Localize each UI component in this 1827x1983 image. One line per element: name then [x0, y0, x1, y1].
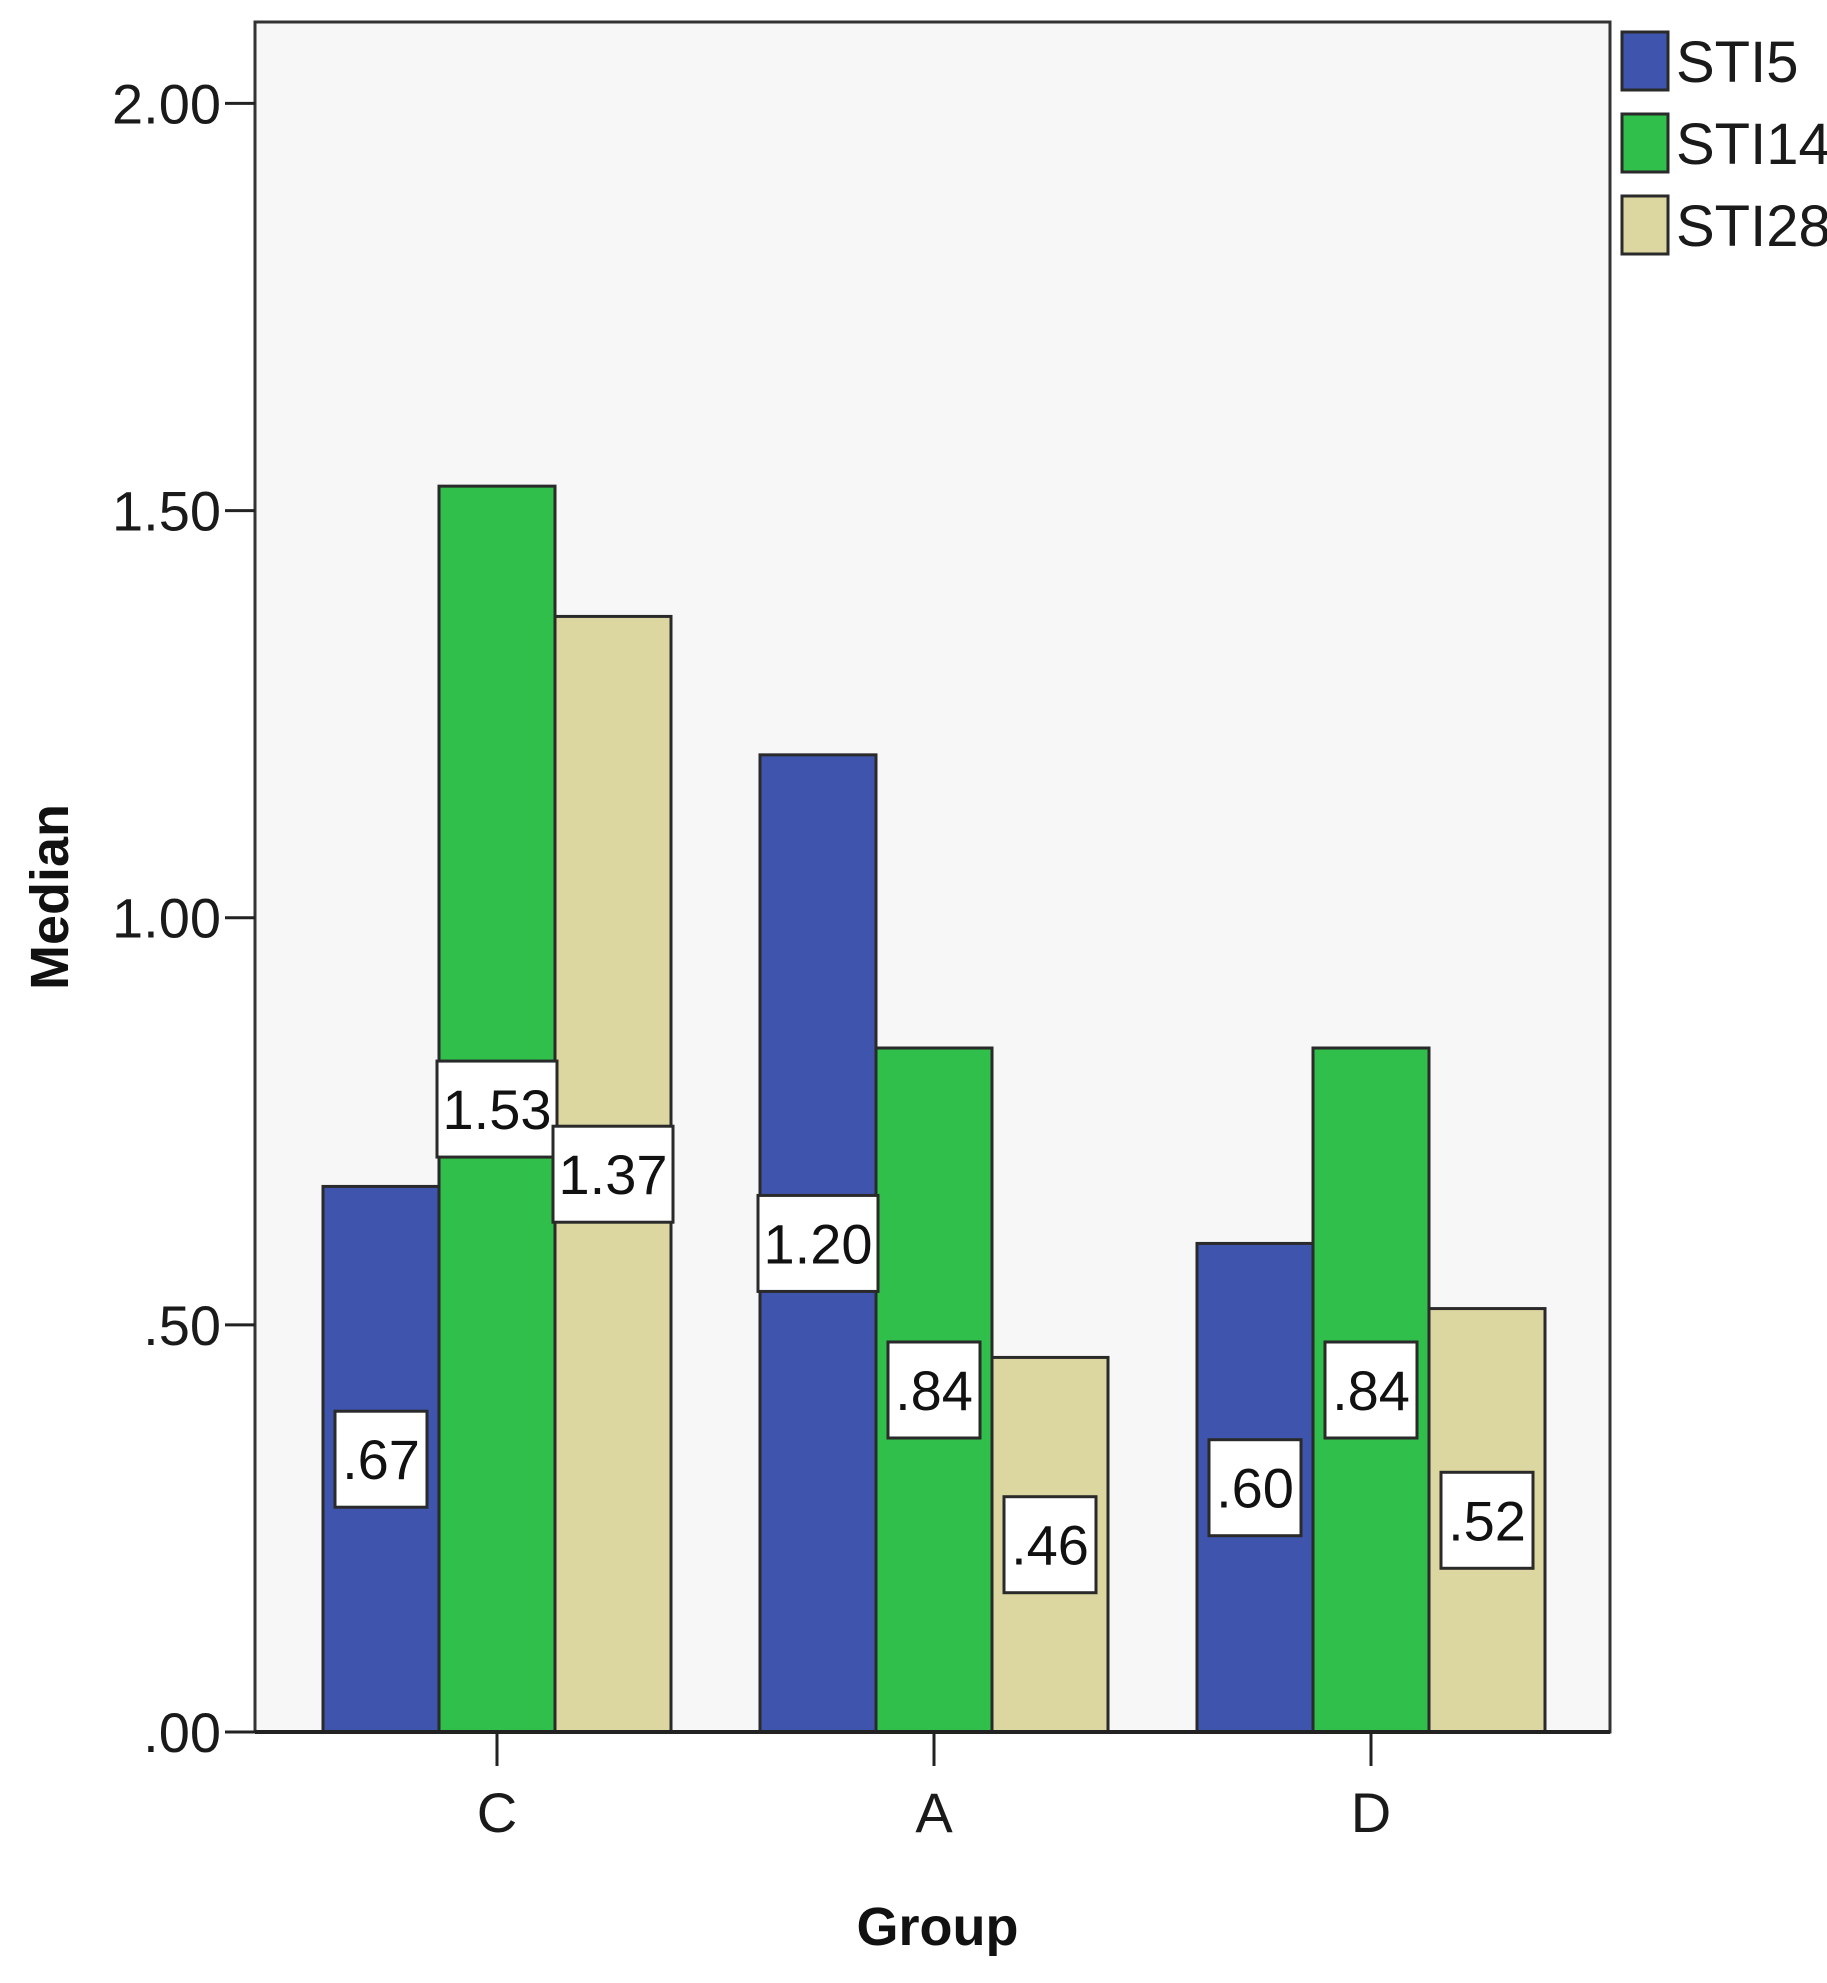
data-label-sti5-c: .67 — [333, 1409, 429, 1509]
x-tick-label: C — [477, 1781, 517, 1844]
data-label-value: .46 — [1011, 1514, 1089, 1577]
legend-label: STI28 — [1676, 194, 1827, 259]
data-label-sti14-c: 1.53 — [435, 1059, 559, 1159]
data-label-value: .52 — [1448, 1489, 1526, 1552]
data-label-box — [1207, 1438, 1303, 1538]
x-axis-title: Group — [857, 1897, 1019, 1957]
data-label-box — [1323, 1340, 1419, 1440]
y-tick-label: .00 — [143, 1701, 221, 1764]
data-label-value: .84 — [1332, 1359, 1410, 1422]
legend-item-sti28: STI28 — [1620, 194, 1827, 259]
legend-item-sti5: STI5 — [1620, 30, 1799, 95]
x-tick-label: A — [915, 1781, 953, 1844]
legend-swatch — [1620, 112, 1670, 174]
data-label-box — [551, 1124, 675, 1224]
data-label-sti5-d: .60 — [1207, 1438, 1303, 1538]
legend-label: STI5 — [1676, 30, 1799, 95]
data-label-value: .60 — [1216, 1457, 1294, 1520]
data-label-box — [1439, 1470, 1535, 1570]
data-label-box — [435, 1059, 559, 1159]
y-tick-label: .50 — [143, 1294, 221, 1357]
data-label-sti5-a: 1.20 — [756, 1193, 880, 1293]
data-label-sti14-d: .84 — [1323, 1340, 1419, 1440]
axes-layer: .00 .50 1.00 1.50 2.00 C A D — [112, 72, 1610, 1844]
legend-swatch — [1620, 194, 1670, 256]
data-label-value: .67 — [342, 1428, 420, 1491]
y-tick-label: 1.00 — [112, 887, 221, 950]
legend: STI5 STI14 STI28 — [1620, 30, 1827, 259]
y-tick-label: 1.50 — [112, 480, 221, 543]
data-labels-layer: .67 1.531.37 1.20 .84 .46 .60 .84 .52 — [333, 1059, 1535, 1595]
legend-swatch — [1620, 30, 1670, 92]
data-label-value: .84 — [895, 1359, 973, 1422]
legend-item-sti14: STI14 — [1620, 112, 1827, 177]
data-label-box — [886, 1340, 982, 1440]
legend-label: STI14 — [1676, 112, 1827, 177]
data-label-box — [333, 1409, 429, 1509]
data-label-sti28-c: 1.37 — [551, 1124, 675, 1224]
data-label-value: 1.53 — [443, 1078, 552, 1141]
data-label-box — [756, 1193, 880, 1293]
y-tick-label: 2.00 — [112, 72, 221, 135]
data-label-value: 1.37 — [559, 1143, 668, 1206]
data-label-sti28-a: .46 — [1002, 1495, 1098, 1595]
x-tick-label: D — [1351, 1781, 1391, 1844]
data-label-box — [1002, 1495, 1098, 1595]
data-label-sti14-a: .84 — [886, 1340, 982, 1440]
data-label-sti28-d: .52 — [1439, 1470, 1535, 1570]
y-axis-title: Median — [20, 804, 80, 990]
data-label-value: 1.20 — [764, 1212, 873, 1275]
